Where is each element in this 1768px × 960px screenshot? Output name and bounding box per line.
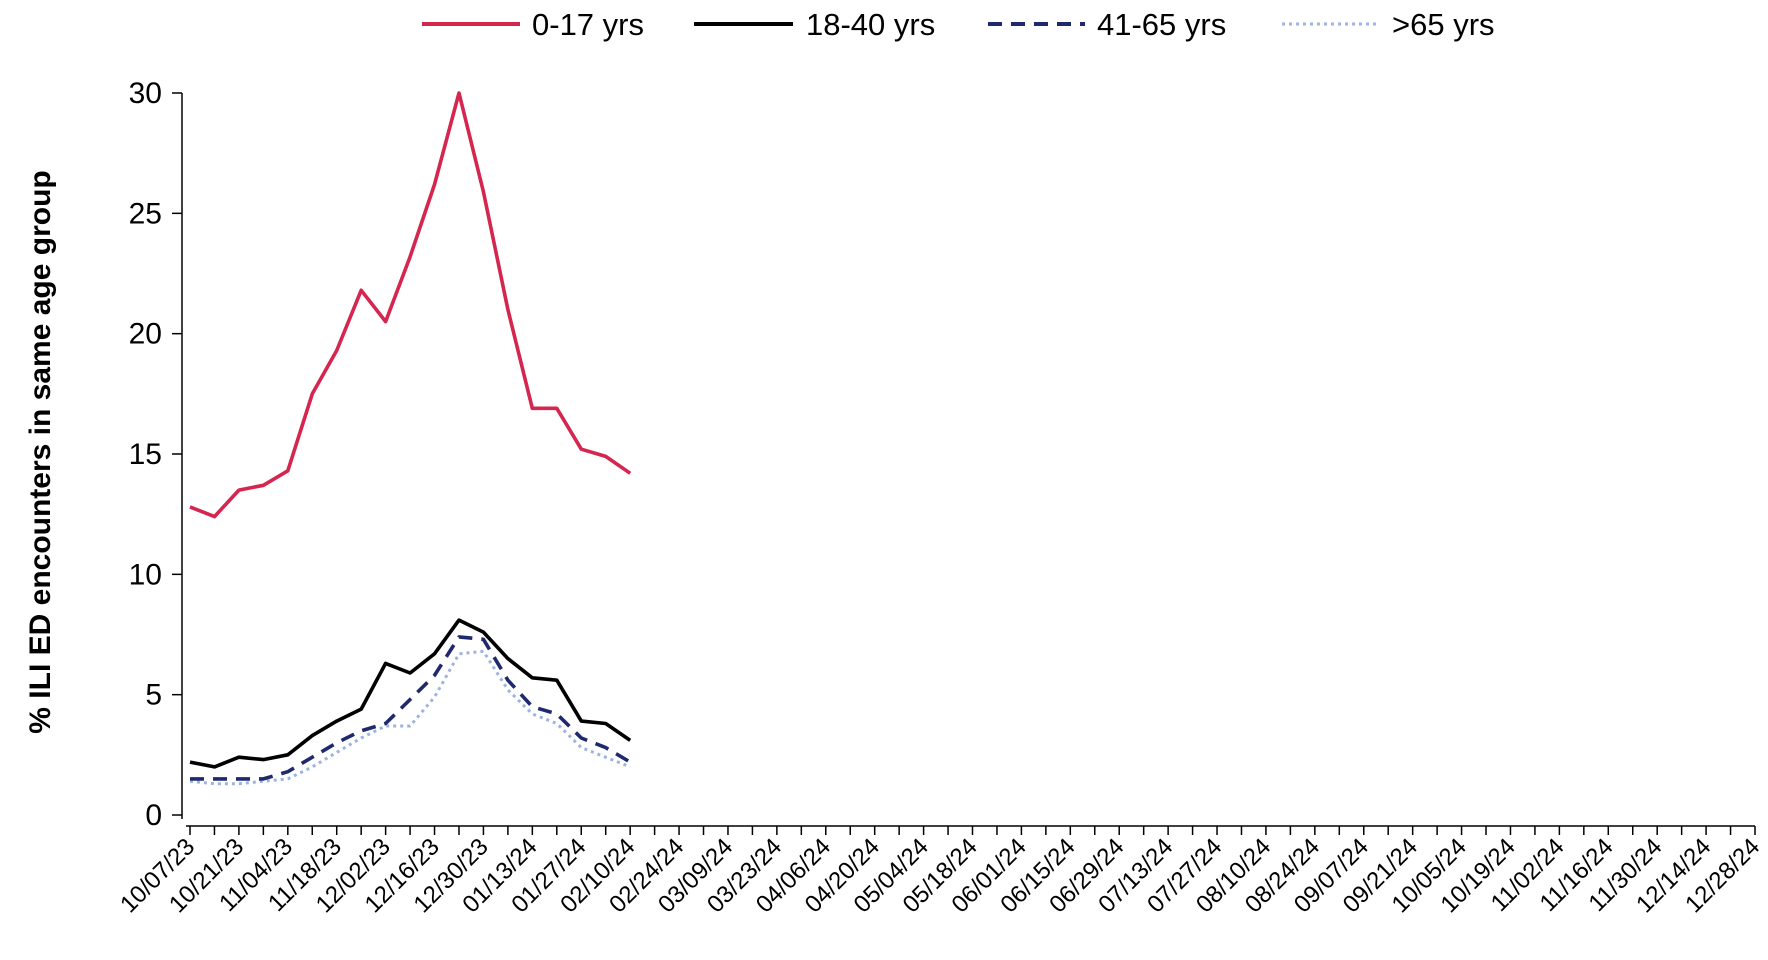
legend-label: 0-17 yrs <box>532 7 644 42</box>
legend: 0-17 yrs 18-40 yrs 41-65 yrs >65 yrs <box>422 7 1495 42</box>
y-tick-label: 15 <box>129 438 162 471</box>
legend-label: 41-65 yrs <box>1097 7 1226 42</box>
y-tick-label: 20 <box>129 318 162 351</box>
legend-label: >65 yrs <box>1392 7 1495 42</box>
y-tick-label: 5 <box>145 679 162 712</box>
y-axis: 0 5 10 15 20 25 30 <box>129 77 183 832</box>
series-line-0-17-yrs <box>189 91 632 519</box>
series-line-41-65-yrs <box>190 635 632 781</box>
y-tick-label: 10 <box>129 558 162 591</box>
legend-item: 0-17 yrs <box>422 7 644 42</box>
series-layer <box>189 91 632 786</box>
legend-item: 41-65 yrs <box>988 7 1226 42</box>
legend-item: >65 yrs <box>1282 7 1495 42</box>
series-line-65-yrs <box>189 649 631 786</box>
legend-item: 18-40 yrs <box>694 7 935 42</box>
y-tick-label: 30 <box>129 77 162 110</box>
x-axis: 10/07/2310/21/2311/04/2311/18/2312/02/23… <box>115 825 1765 918</box>
y-tick-label: 25 <box>129 197 162 230</box>
y-tick-label: 0 <box>145 799 162 832</box>
y-axis-label: % ILI ED encounters in same age group <box>24 170 57 733</box>
series-line-18-40-yrs <box>189 618 632 769</box>
legend-label: 18-40 yrs <box>806 7 935 42</box>
